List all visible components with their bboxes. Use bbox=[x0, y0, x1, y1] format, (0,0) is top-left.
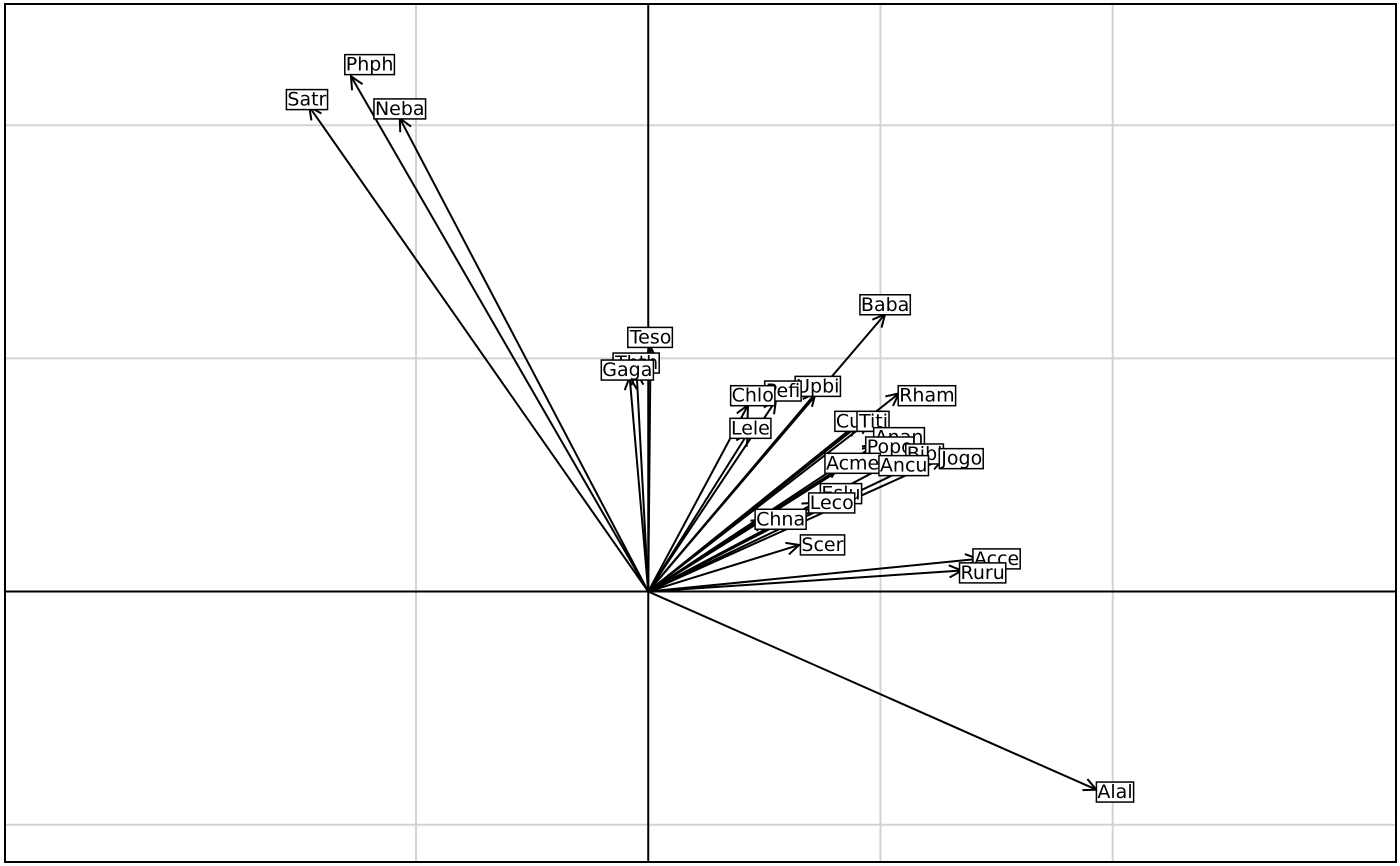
arrow-thth bbox=[635, 372, 650, 592]
label-box-phph bbox=[344, 53, 396, 76]
arrow-alal bbox=[647, 590, 1097, 791]
label-box-jogo bbox=[938, 447, 984, 470]
label-alal: Alal bbox=[1095, 781, 1135, 803]
label-chna: Chna bbox=[754, 508, 807, 531]
label-teso: Teso bbox=[627, 326, 674, 349]
label-box-teso bbox=[627, 326, 674, 349]
arrow-phph bbox=[350, 75, 650, 593]
label-text-lele: Lele bbox=[731, 417, 770, 439]
label-box-ancu bbox=[878, 454, 930, 477]
label-leco: Leco bbox=[807, 492, 856, 514]
label-satr: Satr bbox=[285, 88, 329, 111]
label-box-scer bbox=[799, 534, 846, 556]
label-text-satr: Satr bbox=[287, 89, 326, 111]
label-text-titi: Titi bbox=[858, 410, 888, 432]
label-box-ruru bbox=[958, 562, 1007, 584]
arrow-scer bbox=[647, 543, 800, 593]
arrowhead-scer bbox=[785, 541, 802, 556]
label-gaga: Gaga bbox=[600, 359, 655, 381]
plot-frame bbox=[4, 3, 1397, 863]
label-box-gaga bbox=[600, 359, 655, 381]
arrow-neba bbox=[398, 117, 650, 593]
label-lele: Lele bbox=[729, 417, 772, 440]
label-box-alal bbox=[1095, 781, 1135, 803]
label-text-teso: Teso bbox=[629, 326, 672, 348]
arrow-satr bbox=[308, 106, 650, 593]
label-text-popo: Popo bbox=[867, 436, 913, 458]
arrow-upbi bbox=[647, 392, 817, 593]
variable-labels: PhphSatrNebaTesoThthGagaBabaRhamUpbiPefi… bbox=[285, 53, 1135, 803]
label-box-lele bbox=[729, 417, 772, 440]
label-chlo: Chlo bbox=[729, 384, 776, 407]
label-text-scer: Scer bbox=[801, 534, 843, 556]
label-popo: Popo bbox=[864, 436, 915, 458]
arrow-lele bbox=[647, 432, 749, 593]
label-baba: Baba bbox=[859, 294, 912, 316]
label-jogo: Jogo bbox=[938, 447, 984, 470]
label-box-baba bbox=[859, 294, 912, 316]
arrow-acce bbox=[648, 557, 979, 593]
label-ruru: Ruru bbox=[958, 562, 1007, 584]
label-text-chlo: Chlo bbox=[732, 385, 774, 407]
label-text-neba: Neba bbox=[375, 98, 425, 120]
label-box-rham bbox=[897, 384, 957, 407]
label-text-rham: Rham bbox=[899, 385, 954, 407]
label-text-jogo: Jogo bbox=[940, 448, 982, 470]
label-text-chna: Chna bbox=[756, 508, 805, 530]
label-acme: Acme bbox=[824, 452, 882, 474]
label-text-acme: Acme bbox=[826, 452, 879, 474]
label-box-satr bbox=[285, 88, 329, 111]
arrow-teso bbox=[647, 346, 652, 592]
label-text-leco: Leco bbox=[810, 492, 854, 514]
label-scer: Scer bbox=[799, 534, 846, 556]
label-text-gaga: Gaga bbox=[602, 359, 652, 381]
label-phph: Phph bbox=[344, 53, 396, 76]
arrow-titi bbox=[647, 420, 870, 593]
label-box-leco bbox=[807, 492, 856, 514]
grid-lines bbox=[5, 4, 1396, 862]
arrow-acme bbox=[647, 464, 840, 593]
arrow-gaga bbox=[628, 376, 650, 592]
label-box-chlo bbox=[729, 384, 776, 407]
label-text-upbi: Upbi bbox=[796, 375, 839, 397]
label-text-phph: Phph bbox=[346, 54, 394, 76]
label-rham: Rham bbox=[897, 384, 957, 407]
label-box-chna bbox=[754, 508, 807, 531]
label-text-ruru: Ruru bbox=[961, 562, 1005, 584]
label-text-alal: Alal bbox=[1097, 781, 1132, 803]
loading-arrows bbox=[307, 74, 1099, 792]
label-text-ancu: Ancu bbox=[880, 455, 928, 477]
arrow-chna bbox=[647, 518, 765, 593]
label-text-baba: Baba bbox=[861, 294, 909, 316]
arrowhead-phph bbox=[349, 74, 364, 91]
label-upbi: Upbi bbox=[794, 375, 842, 397]
label-ancu: Ancu bbox=[878, 454, 930, 477]
arrow-ruru bbox=[648, 569, 962, 593]
label-box-neba bbox=[373, 98, 427, 120]
zero-axis-lines bbox=[5, 4, 1396, 862]
label-neba: Neba bbox=[373, 98, 427, 120]
